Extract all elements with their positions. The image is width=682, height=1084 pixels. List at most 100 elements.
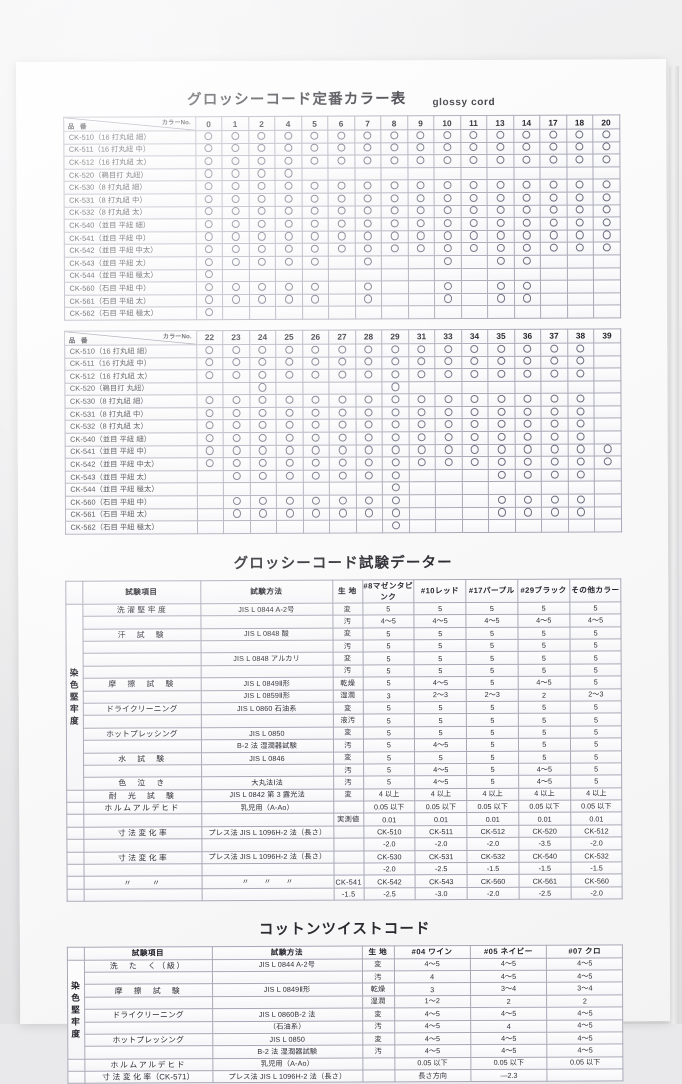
circle-mark-icon bbox=[497, 508, 506, 517]
availability-cell bbox=[514, 506, 542, 520]
availability-cell bbox=[541, 468, 568, 482]
fabric-state-cell: 汚 bbox=[362, 1045, 395, 1058]
availability-cell bbox=[196, 394, 224, 408]
availability-cell bbox=[196, 306, 223, 320]
circle-mark-icon bbox=[496, 344, 506, 353]
fabric-state-cell bbox=[333, 850, 364, 864]
test-item-cell bbox=[82, 615, 201, 629]
circle-mark-icon bbox=[205, 421, 214, 430]
availability-cell bbox=[275, 281, 303, 295]
test-value-cell: 4～5 bbox=[394, 1020, 471, 1033]
circle-mark-icon bbox=[497, 420, 506, 429]
availability-cell bbox=[274, 130, 302, 143]
circle-mark-icon bbox=[550, 470, 559, 479]
circle-mark-icon bbox=[549, 180, 558, 189]
circle-mark-icon bbox=[496, 281, 505, 290]
availability-cell bbox=[328, 381, 356, 395]
availability-cell bbox=[407, 142, 434, 155]
fabric-state-cell: 乾燥 bbox=[332, 677, 363, 690]
color-chart-title-en: glossy cord bbox=[432, 96, 496, 109]
availability-cell bbox=[433, 154, 461, 168]
fastness-side-label: 染色堅牢度 bbox=[66, 959, 85, 1059]
color-column-header: #29ブラック bbox=[517, 578, 570, 603]
color-column-header: #8マゼンタピンク bbox=[362, 579, 415, 603]
circle-mark-icon bbox=[311, 446, 321, 455]
test-value-cell: 5 bbox=[466, 726, 519, 739]
availability-cell bbox=[486, 141, 514, 155]
fabric-state-cell: 汚 bbox=[332, 615, 363, 628]
availability-cell bbox=[355, 507, 383, 521]
circle-mark-icon bbox=[576, 419, 585, 428]
availability-cell bbox=[486, 154, 514, 168]
availability-cell bbox=[354, 268, 382, 282]
row-spacer-cell bbox=[66, 889, 84, 902]
product-code-cell: CK-530（8 打丸紐 細） bbox=[63, 181, 196, 195]
circle-mark-icon bbox=[337, 232, 346, 241]
color-no-header: 22 bbox=[196, 330, 223, 345]
test-item-cell: 寸 法 変 化 率 bbox=[83, 851, 202, 865]
availability-cell bbox=[408, 469, 436, 483]
test-value-cell: 4～5 bbox=[394, 1032, 471, 1046]
availability-cell bbox=[486, 129, 514, 143]
availability-cell bbox=[196, 344, 223, 358]
availability-cell bbox=[329, 419, 356, 433]
availability-cell bbox=[302, 356, 329, 370]
availability-cell bbox=[355, 419, 383, 433]
circle-mark-icon bbox=[284, 295, 293, 304]
circle-mark-icon bbox=[205, 308, 214, 317]
availability-cell bbox=[381, 306, 409, 319]
availability-cell bbox=[407, 129, 434, 143]
circle-mark-icon bbox=[523, 281, 532, 290]
test-value-cell: 4～5 bbox=[517, 614, 570, 627]
availability-cell bbox=[249, 482, 277, 496]
availability-cell bbox=[567, 405, 595, 419]
availability-cell bbox=[222, 356, 250, 370]
fabric-header: 生 地 bbox=[361, 946, 394, 959]
test-value-cell: 5 bbox=[414, 701, 467, 715]
availability-cell bbox=[195, 218, 223, 232]
table-row: 寸 法 変 化 率（CK-571） プレス法 JIS L 1096H-2 法（長さ… bbox=[67, 1068, 624, 1084]
availability-cell bbox=[594, 519, 622, 532]
circle-mark-icon bbox=[363, 143, 372, 152]
circle-mark-icon bbox=[469, 143, 478, 152]
availability-cell bbox=[354, 255, 382, 269]
availability-cell bbox=[567, 468, 595, 482]
availability-cell bbox=[221, 130, 249, 144]
circle-mark-icon bbox=[337, 244, 346, 253]
circle-mark-icon bbox=[416, 156, 425, 165]
circle-mark-icon bbox=[523, 407, 532, 416]
availability-cell bbox=[275, 256, 302, 269]
circle-mark-icon bbox=[576, 369, 585, 378]
test-value-cell: CK-531 bbox=[415, 850, 468, 863]
side-label-char: 牢 bbox=[71, 1016, 81, 1027]
availability-cell bbox=[435, 431, 462, 445]
color-availability-table-block1: 品 番 カラーNo. 0 1 2 4 5 6 7 8 9 10 11 13 14 17 18 20 CK-510（1… bbox=[62, 114, 621, 321]
availability-cell bbox=[249, 419, 277, 433]
circle-mark-icon bbox=[258, 345, 267, 354]
circle-mark-icon bbox=[550, 407, 559, 416]
availability-cell bbox=[249, 507, 277, 521]
availability-cell bbox=[327, 155, 355, 168]
test-value-cell: CK-510 bbox=[363, 825, 416, 839]
product-code-cell: CK-561（石目 平紐 太） bbox=[64, 508, 198, 522]
test-value-cell: 5 bbox=[466, 664, 519, 677]
availability-cell bbox=[460, 242, 488, 256]
availability-cell bbox=[434, 242, 461, 256]
test-value-cell: 4～5 bbox=[414, 676, 467, 690]
circle-mark-icon bbox=[443, 357, 453, 366]
availability-cell bbox=[513, 242, 541, 256]
availability-cell bbox=[275, 193, 302, 206]
test-value-cell: 5 bbox=[570, 725, 622, 739]
test-value-cell: 4～5 bbox=[546, 1031, 624, 1045]
circle-mark-icon bbox=[284, 357, 294, 367]
test-value-cell: 5 bbox=[363, 751, 415, 764]
circle-mark-icon bbox=[390, 219, 399, 228]
availability-cell bbox=[487, 280, 515, 294]
circle-mark-icon bbox=[231, 345, 241, 354]
test-value-cell: 5 bbox=[518, 725, 571, 739]
availability-cell bbox=[222, 344, 250, 358]
circle-mark-icon bbox=[364, 395, 373, 404]
circle-mark-icon bbox=[258, 257, 267, 266]
test-value-cell: 4～5 bbox=[394, 1007, 471, 1021]
availability-cell bbox=[514, 368, 541, 382]
